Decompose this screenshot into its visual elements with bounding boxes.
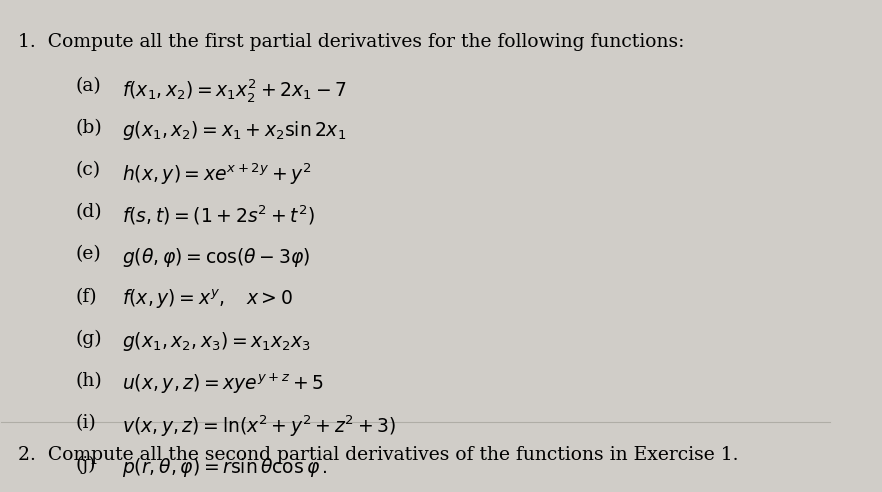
Text: $g(x_1, x_2) = x_1 + x_2 \sin 2x_1$: $g(x_1, x_2) = x_1 + x_2 \sin 2x_1$ xyxy=(122,119,346,142)
Text: 2.  Compute all the second partial derivatives of the functions in Exercise 1.: 2. Compute all the second partial deriva… xyxy=(18,446,738,463)
Text: $f(x_1, x_2) = x_1 x_2^2 + 2x_1 - 7$: $f(x_1, x_2) = x_1 x_2^2 + 2x_1 - 7$ xyxy=(122,77,347,104)
Text: (e): (e) xyxy=(76,246,101,264)
Text: $f(s, t) = (1 + 2s^2 + t^2)$: $f(s, t) = (1 + 2s^2 + t^2)$ xyxy=(122,203,315,227)
Text: $v(x, y, z) = \ln(x^2 + y^2 + z^2 + 3)$: $v(x, y, z) = \ln(x^2 + y^2 + z^2 + 3)$ xyxy=(122,414,396,439)
Text: $u(x, y, z) = xye^{y+z} + 5$: $u(x, y, z) = xye^{y+z} + 5$ xyxy=(122,372,324,396)
Text: (j): (j) xyxy=(76,456,96,474)
Text: 1.  Compute all the first partial derivatives for the following functions:: 1. Compute all the first partial derivat… xyxy=(18,33,684,51)
Text: (f): (f) xyxy=(76,288,98,306)
Text: $f(x, y) = x^y, \quad x > 0$: $f(x, y) = x^y, \quad x > 0$ xyxy=(122,288,293,311)
Text: $g(\theta, \varphi) = \cos(\theta - 3\varphi)$: $g(\theta, \varphi) = \cos(\theta - 3\va… xyxy=(122,246,310,269)
Text: $g(x_1, x_2, x_3) = x_1 x_2 x_3$: $g(x_1, x_2, x_3) = x_1 x_2 x_3$ xyxy=(122,330,310,353)
Text: (a): (a) xyxy=(76,77,101,95)
Text: $h(x, y) = xe^{x+2y} + y^2$: $h(x, y) = xe^{x+2y} + y^2$ xyxy=(122,161,311,187)
Text: $p(r, \theta, \varphi) = r \sin\theta \cos\varphi\,.$: $p(r, \theta, \varphi) = r \sin\theta \c… xyxy=(122,456,327,479)
Text: (i): (i) xyxy=(76,414,97,432)
Text: (d): (d) xyxy=(76,203,102,221)
Text: (b): (b) xyxy=(76,119,102,137)
Text: (g): (g) xyxy=(76,330,102,348)
Text: (c): (c) xyxy=(76,161,101,180)
Text: (h): (h) xyxy=(76,372,102,390)
